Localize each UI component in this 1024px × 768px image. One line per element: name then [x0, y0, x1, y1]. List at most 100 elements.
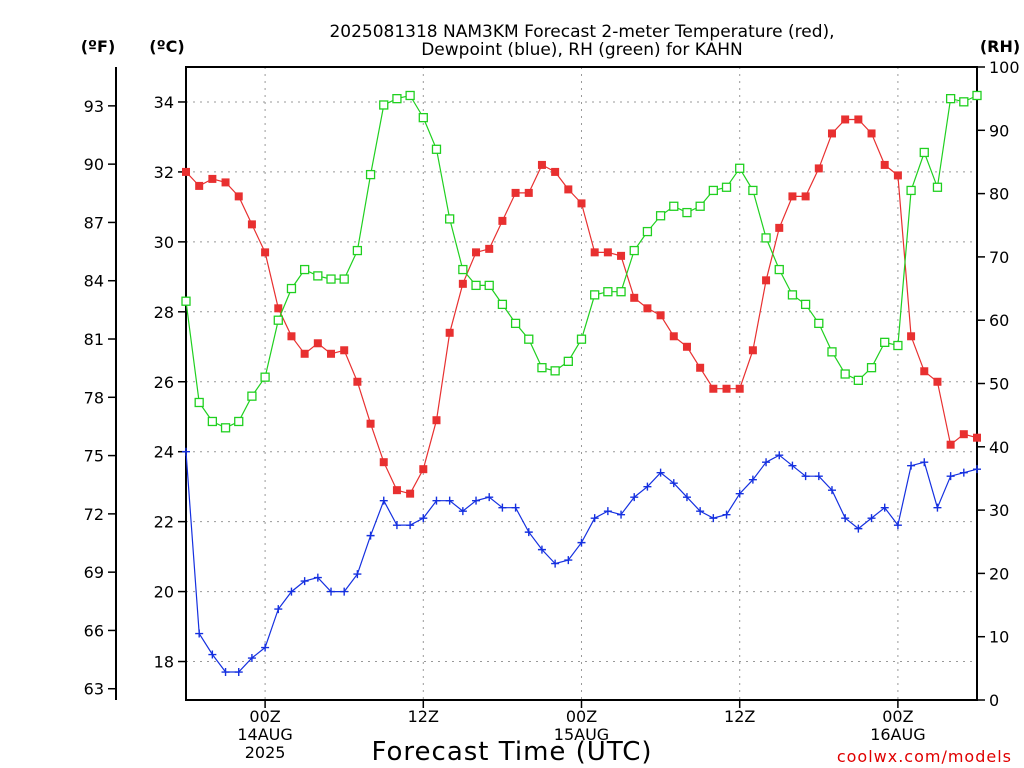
rh-tick-label: 50 [989, 375, 1009, 394]
fahrenheit-tick-label: 87 [84, 213, 104, 232]
rh-tick-label: 40 [989, 438, 1009, 457]
data-point [709, 384, 718, 393]
data-point [827, 486, 836, 495]
x-tick-label: 12Z [724, 707, 755, 726]
data-point [418, 112, 428, 123]
data-point [551, 167, 560, 176]
data-point [708, 185, 718, 196]
data-point [484, 280, 494, 291]
data-point [313, 573, 322, 582]
x-tick-label: 00Z [882, 707, 913, 726]
data-point [207, 416, 218, 427]
celsius-tick-label: 30 [154, 233, 174, 252]
data-point [590, 514, 599, 523]
data-point [313, 271, 323, 281]
fahrenheit-tick-label: 63 [84, 680, 104, 699]
data-point [906, 185, 916, 196]
data-point [682, 342, 691, 351]
data-point [617, 510, 626, 519]
data-point [655, 211, 666, 221]
data-point [959, 97, 969, 107]
data-point [182, 167, 190, 176]
data-point [458, 264, 468, 275]
data-point [352, 245, 363, 256]
celsius-tick-label: 18 [154, 653, 174, 672]
rh-tick-label: 70 [989, 248, 1009, 267]
data-point [893, 340, 903, 351]
data-point [366, 419, 375, 428]
data-point [762, 276, 771, 285]
data-point [933, 503, 942, 512]
data-point [893, 171, 902, 180]
data-point [458, 279, 467, 288]
data-point [814, 164, 823, 173]
data-point [867, 129, 876, 138]
data-point [616, 287, 626, 297]
data-point [445, 328, 454, 337]
data-point [920, 367, 929, 376]
data-point [669, 201, 679, 211]
data-point [735, 384, 744, 393]
x-tick-label: 2025 [245, 743, 286, 762]
rh-tick-label: 90 [989, 121, 1009, 140]
data-point [643, 304, 652, 313]
data-point [247, 391, 257, 401]
data-point [866, 363, 877, 373]
data-point [471, 280, 481, 291]
fahrenheit-axis-unit: (ºF) [81, 37, 116, 56]
data-point [972, 90, 982, 101]
data-point [261, 643, 270, 652]
fahrenheit-tick-label: 66 [84, 621, 104, 640]
data-point [945, 94, 956, 104]
data-series [181, 90, 982, 677]
data-point [392, 486, 401, 495]
data-point [194, 397, 204, 408]
tick-labels: 18 20 22 24 26 28 30 32 34 63 66 69 72 75 78 81 84 87 90 93… [84, 58, 1020, 762]
data-point [274, 304, 283, 313]
data-point [617, 251, 626, 260]
data-point [260, 372, 270, 382]
data-point [629, 245, 639, 256]
axes [108, 66, 985, 708]
fahrenheit-tick-label: 72 [84, 505, 104, 524]
data-point [748, 185, 758, 196]
x-axis-label: Forecast Time (UTC) [371, 737, 652, 767]
data-point [327, 587, 336, 596]
data-point [656, 468, 665, 477]
data-point [221, 668, 230, 677]
data-point [537, 363, 547, 373]
data-point [920, 458, 929, 467]
data-point [472, 496, 481, 505]
source-credit: coolwx.com/models [837, 747, 1012, 766]
fahrenheit-tick-label: 84 [84, 272, 104, 291]
data-point [221, 178, 230, 187]
data-point [814, 472, 823, 481]
data-point [788, 461, 797, 470]
series-temperature [182, 115, 981, 498]
data-point [841, 514, 850, 523]
data-point [472, 248, 481, 257]
data-point [695, 201, 705, 211]
fahrenheit-tick-label: 90 [84, 155, 104, 174]
data-point [181, 296, 191, 306]
data-point [365, 169, 376, 180]
data-point [814, 318, 824, 329]
chart-title-line-1: 2025081318 NAM3KM Forecast 2-meter Tempe… [329, 22, 834, 42]
chart-title-line-2: Dewpoint (blue), RH (green) for KAHN [421, 40, 743, 60]
data-point [524, 334, 534, 344]
data-point [313, 339, 322, 348]
data-point [208, 174, 217, 183]
data-point [234, 668, 243, 677]
data-point [787, 290, 798, 300]
data-point [524, 528, 533, 537]
data-point [286, 283, 297, 294]
x-tick-label: 16AUG [870, 725, 925, 744]
rh-tick-label: 10 [989, 628, 1009, 647]
rh-tick-label: 100 [989, 58, 1020, 77]
x-tick-label: 14AUG [237, 725, 292, 744]
data-point [445, 214, 455, 224]
data-point [287, 587, 296, 596]
data-point [273, 315, 283, 325]
data-point [854, 115, 863, 124]
data-point [261, 248, 270, 257]
